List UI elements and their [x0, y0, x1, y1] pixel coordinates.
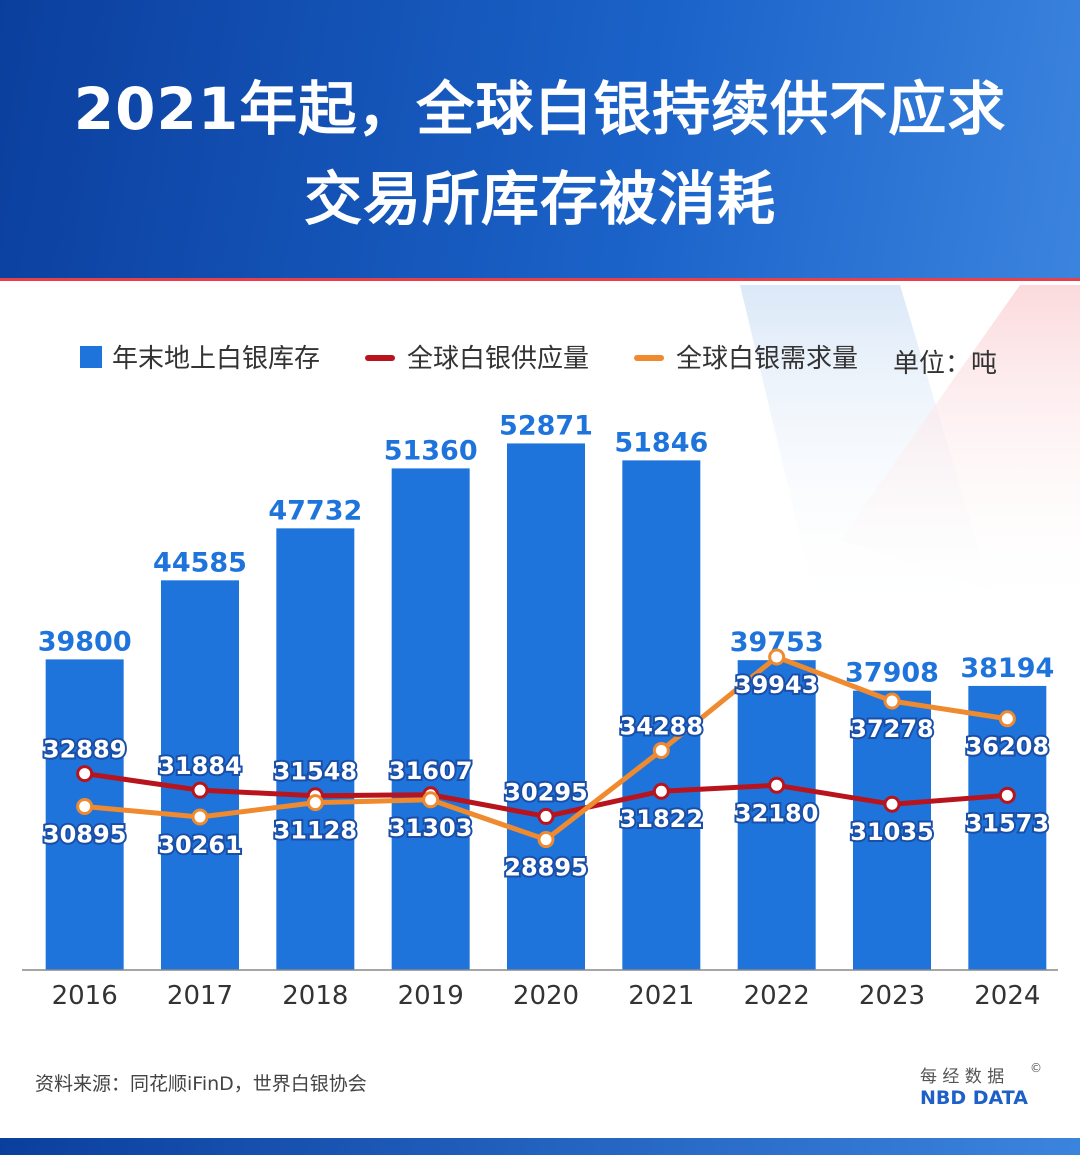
line-point	[652, 741, 670, 759]
logo-en: NBD DATA	[920, 1087, 1028, 1109]
header: 2021年起，全球白银持续供不应求 交易所库存被消耗	[0, 0, 1080, 281]
line-value-label: 31128	[274, 817, 358, 845]
x-tick-label: 2019	[398, 981, 464, 1011]
line-point	[537, 807, 555, 825]
x-tick-label: 2021	[628, 981, 694, 1011]
bar	[622, 460, 701, 970]
bar	[507, 443, 585, 970]
x-tick-label: 2024	[974, 981, 1040, 1011]
line-point	[652, 782, 670, 800]
line-point	[76, 798, 94, 816]
line-point	[422, 791, 440, 809]
x-tick-label: 2022	[744, 981, 810, 1011]
line-value-label: 39943	[735, 671, 819, 699]
line-value-label: 32889	[43, 736, 127, 764]
unit: 单位：吨	[893, 349, 997, 379]
line-point	[768, 776, 786, 794]
line-value-label: 36208	[966, 733, 1050, 761]
logo-mark: ©	[1030, 1061, 1042, 1075]
line-point	[883, 795, 901, 813]
legend-label: 年末地上白银库存	[112, 344, 320, 374]
line-value-label: 32180	[735, 799, 819, 827]
x-tick-label: 2017	[167, 981, 233, 1011]
line-value-label: 28895	[504, 854, 588, 882]
bar	[276, 528, 355, 970]
x-tick-label: 2023	[859, 981, 925, 1011]
line-value-label: 30295	[504, 778, 588, 806]
bar	[853, 690, 931, 970]
bar-value-label: 37908	[845, 658, 939, 689]
bar-value-label: 51360	[384, 435, 478, 466]
bar-value-label: 47732	[268, 495, 362, 526]
legend-swatch	[634, 355, 665, 361]
bar-value-label: 38194	[960, 653, 1054, 684]
line-point	[998, 710, 1016, 728]
line-value-label: 31548	[274, 758, 358, 786]
source: 资料来源：同花顺iFinD，世界白银协会	[35, 1073, 367, 1095]
line-point	[768, 648, 786, 666]
x-tick-label: 2018	[282, 981, 348, 1011]
bar-value-label: 44585	[153, 547, 247, 578]
line-value-label: 31822	[620, 805, 704, 833]
bar-value-label: 52871	[499, 410, 593, 441]
bar	[161, 580, 239, 970]
legend-label: 全球白银需求量	[676, 344, 858, 374]
legend-label: 全球白银供应量	[407, 344, 589, 374]
line-point	[191, 808, 209, 826]
line-value-label: 31035	[850, 818, 934, 846]
legend-swatch	[365, 355, 396, 361]
line-point	[998, 786, 1016, 804]
line-point	[883, 692, 901, 710]
logo-cn: 每 经 数 据	[920, 1067, 1004, 1087]
line-point	[306, 794, 324, 812]
x-tick-label: 2020	[513, 981, 579, 1011]
bar	[391, 468, 470, 970]
title-line: 2021年起，全球白银持续供不应求	[73, 75, 1007, 143]
line-value-label: 31573	[966, 809, 1050, 837]
x-tick-label: 2016	[52, 981, 118, 1011]
line-value-label: 34288	[620, 712, 704, 740]
line-value-label: 31884	[158, 752, 242, 780]
line-point	[76, 765, 94, 783]
title-line: 交易所库存被消耗	[303, 165, 776, 233]
line-value-label: 30895	[43, 821, 127, 849]
bar-value-label: 51846	[614, 427, 708, 458]
line-point	[537, 831, 555, 849]
decoration	[840, 285, 1080, 620]
line-point	[191, 781, 209, 799]
legend-swatch	[80, 346, 102, 368]
line-value-label: 31303	[389, 814, 473, 842]
bar	[968, 685, 1047, 970]
line-value-label: 30261	[158, 831, 242, 859]
line-value-label: 37278	[850, 715, 934, 743]
bar	[737, 660, 816, 970]
bar-value-label: 39800	[38, 626, 132, 657]
footer-bar	[0, 1138, 1080, 1155]
line-value-label: 31607	[389, 757, 473, 785]
